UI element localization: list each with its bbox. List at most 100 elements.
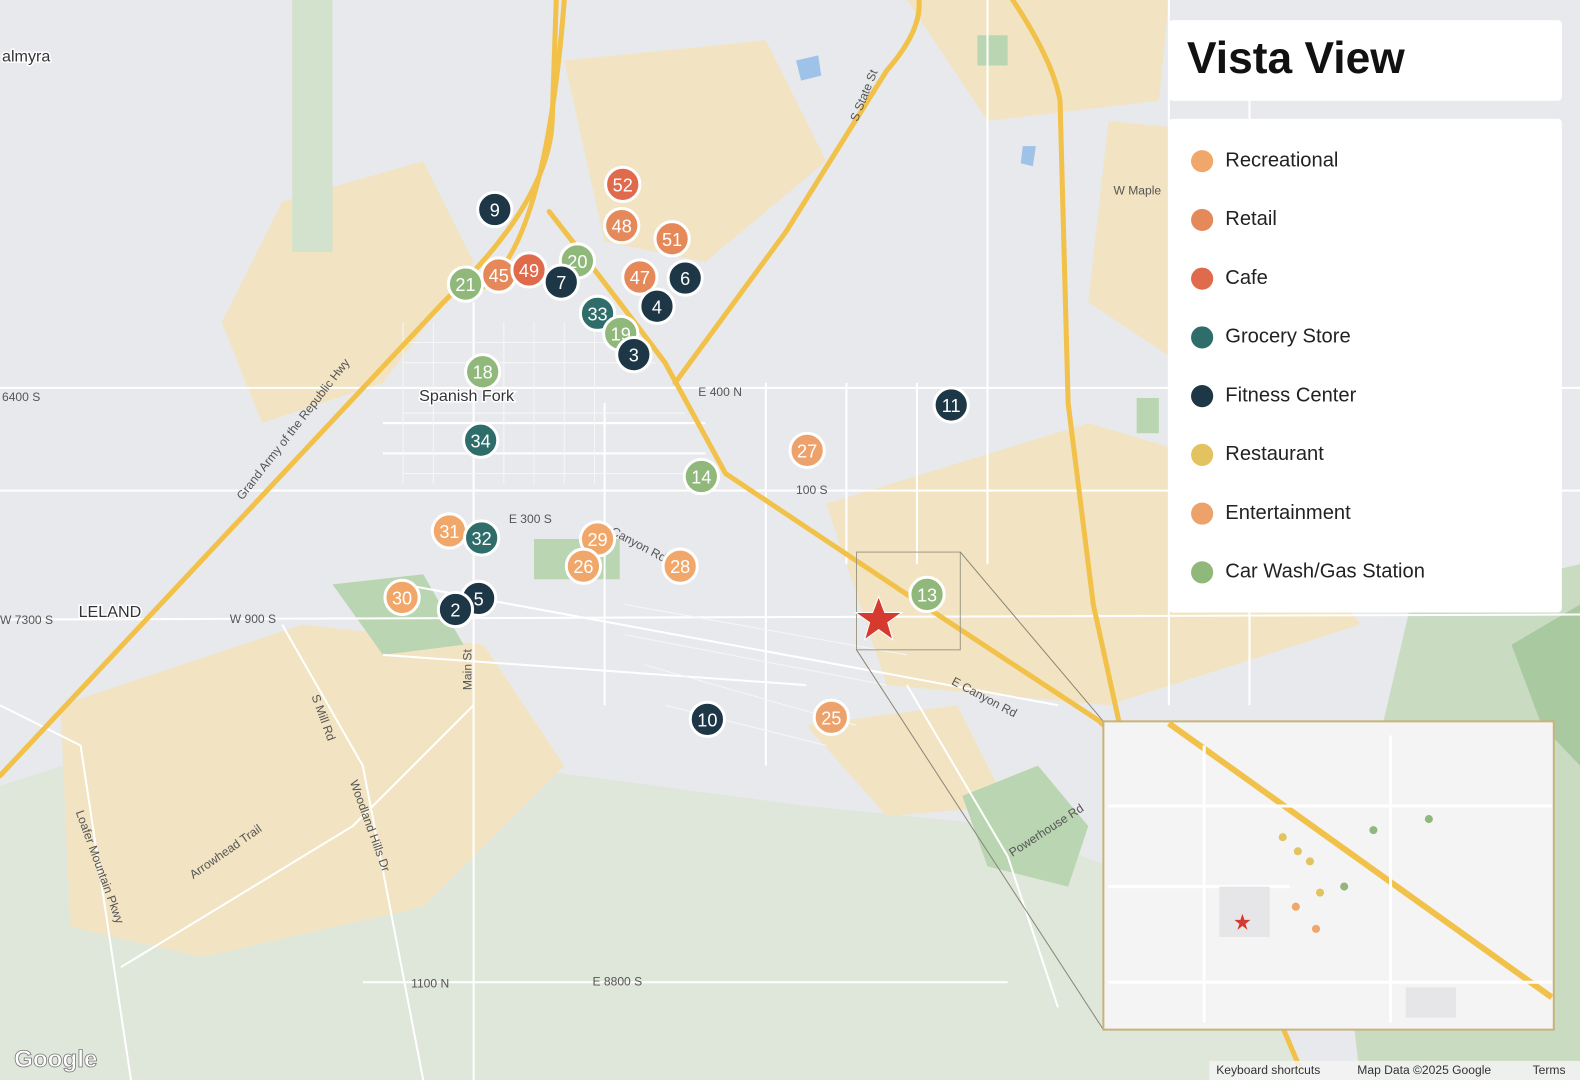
marker-label: 34 bbox=[471, 431, 491, 451]
street-label: almyra bbox=[2, 48, 50, 66]
street-label: W 7300 S bbox=[0, 613, 53, 627]
legend-label: Grocery Store bbox=[1225, 326, 1350, 348]
marker-label: 18 bbox=[473, 363, 493, 383]
legend-swatch bbox=[1191, 208, 1214, 232]
map-marker: 27 bbox=[788, 431, 826, 469]
marker-label: 13 bbox=[917, 585, 937, 605]
marker-dot bbox=[621, 258, 659, 296]
map-marker: 13 bbox=[908, 575, 946, 614]
marker-label: 31 bbox=[439, 522, 459, 542]
marker-dot bbox=[638, 287, 676, 325]
street-label: E 400 N bbox=[698, 385, 742, 399]
marker-label: 49 bbox=[519, 261, 539, 281]
map-marker: 14 bbox=[682, 457, 720, 496]
marker-label: 10 bbox=[697, 710, 717, 730]
marker-dot bbox=[682, 457, 720, 496]
street-label: 6400 S bbox=[2, 390, 40, 404]
map-marker: 33 bbox=[578, 294, 617, 332]
marker-dot bbox=[462, 421, 500, 459]
map-marker: 2 bbox=[436, 590, 475, 629]
legend-box bbox=[1168, 118, 1562, 613]
map-marker: 26 bbox=[564, 547, 603, 585]
map-marker: 28 bbox=[661, 547, 699, 585]
map-marker: 6 bbox=[666, 259, 704, 297]
map-marker: 29 bbox=[578, 520, 617, 558]
marker-label: 27 bbox=[797, 441, 817, 461]
marker-label: 29 bbox=[587, 530, 607, 550]
map-marker: 48 bbox=[603, 207, 641, 245]
marker-dot bbox=[666, 259, 704, 297]
marker-label: 6 bbox=[680, 269, 690, 289]
marker-dot bbox=[436, 590, 475, 629]
marker-label: 33 bbox=[587, 304, 607, 324]
subject-property bbox=[853, 594, 904, 641]
map-marker: 9 bbox=[476, 190, 514, 229]
marker-label: 11 bbox=[942, 396, 961, 416]
street-label: LELAND bbox=[79, 603, 142, 621]
marker-dot bbox=[510, 251, 548, 289]
marker-label: 26 bbox=[573, 557, 593, 577]
marker-dot bbox=[564, 547, 603, 585]
map-marker: 49 bbox=[510, 251, 548, 289]
marker-dot bbox=[788, 431, 826, 469]
legend-swatch bbox=[1191, 326, 1214, 349]
marker-label: 32 bbox=[472, 529, 492, 549]
map-marker: 51 bbox=[653, 220, 691, 258]
map-marker: 31 bbox=[430, 512, 469, 550]
street-label: Spanish Fork bbox=[419, 387, 515, 405]
inset-map bbox=[1102, 720, 1555, 1031]
terms: Terms bbox=[1533, 1063, 1566, 1077]
marker-dot bbox=[578, 294, 617, 332]
map-marker: 7 bbox=[542, 263, 580, 301]
marker-dot bbox=[463, 519, 501, 557]
title-box bbox=[1168, 20, 1562, 101]
marker-label: 5 bbox=[474, 589, 484, 609]
attribution-bar bbox=[1209, 1060, 1580, 1080]
marker-dot bbox=[688, 700, 727, 738]
street-label: 100 S bbox=[796, 483, 828, 497]
marker-label: 2 bbox=[450, 601, 460, 621]
marker-dot bbox=[908, 575, 946, 614]
street-label: E 8800 S bbox=[593, 974, 643, 988]
marker-label: 52 bbox=[613, 175, 633, 195]
google-logo: Google bbox=[14, 1046, 97, 1073]
map-marker: 30 bbox=[383, 578, 421, 617]
legend-swatch bbox=[1191, 267, 1214, 290]
marker-label: 30 bbox=[392, 588, 412, 608]
marker-dot bbox=[812, 698, 850, 736]
legend-label: Restaurant bbox=[1225, 443, 1324, 465]
map-marker: 52 bbox=[604, 165, 642, 204]
marker-label: 25 bbox=[821, 708, 841, 728]
map-marker: 34 bbox=[462, 421, 500, 459]
map-marker: 18 bbox=[464, 353, 502, 391]
legend-swatch bbox=[1191, 385, 1214, 408]
marker-label: 51 bbox=[662, 230, 682, 250]
map-data: Map Data ©2025 Google bbox=[1357, 1063, 1491, 1077]
marker-label: 47 bbox=[630, 268, 650, 288]
marker-dot bbox=[615, 335, 653, 374]
minor-streets bbox=[402, 322, 907, 747]
marker-label: 21 bbox=[455, 275, 475, 295]
marker-dot bbox=[653, 220, 691, 258]
marker-label: 9 bbox=[490, 201, 500, 221]
map-marker: 45 bbox=[480, 256, 518, 294]
marker-label: 20 bbox=[567, 252, 587, 272]
legend: Recreational Retail Cafe Grocery Store Fitne… bbox=[1191, 150, 1425, 584]
street-label: E 300 S bbox=[509, 512, 552, 526]
marker-dot bbox=[542, 263, 580, 301]
map-marker: 47 bbox=[621, 258, 659, 296]
legend-swatch bbox=[1191, 502, 1214, 525]
marker-dot bbox=[383, 578, 421, 617]
street-label: W Maple bbox=[1113, 184, 1161, 198]
marker-label: 28 bbox=[670, 557, 690, 577]
legend-label: Retail bbox=[1225, 208, 1277, 230]
legend-swatch bbox=[1191, 561, 1214, 584]
legend-label: Cafe bbox=[1225, 267, 1268, 289]
map-marker: 32 bbox=[463, 519, 501, 557]
legend-label: Car Wash/Gas Station bbox=[1225, 561, 1425, 583]
legend-label: Recreational bbox=[1225, 150, 1338, 172]
marker-label: 45 bbox=[489, 266, 509, 286]
